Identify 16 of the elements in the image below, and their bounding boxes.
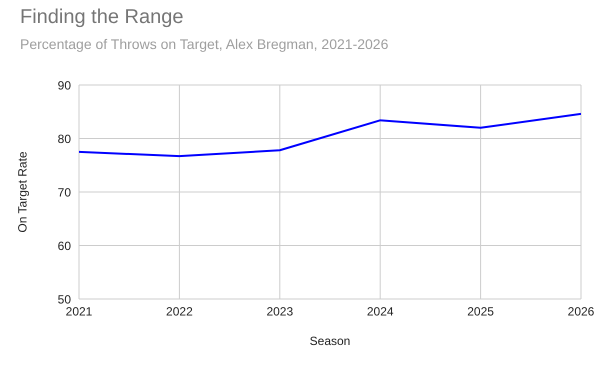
x-axis-title: Season — [310, 334, 350, 348]
y-tick-label: 70 — [58, 185, 72, 200]
y-tick-label: 50 — [58, 292, 72, 306]
x-tick-label: 2024 — [366, 304, 394, 319]
x-tick-label: 2025 — [467, 304, 494, 319]
y-tick-label: 80 — [58, 132, 72, 146]
y-axis-title: On Target Rate — [15, 151, 30, 233]
x-tick-label: 2026 — [568, 304, 595, 319]
line-series — [79, 112, 581, 158]
y-tick-label: 90 — [58, 78, 72, 92]
x-tick-label: 2023 — [266, 304, 294, 319]
chart-title: Finding the Range — [20, 6, 184, 29]
x-tick-label: 2021 — [66, 304, 93, 319]
y-tick-label: 60 — [58, 238, 72, 253]
chart-subtitle: Percentage of Throws on Target, Alex Bregman, 2021-2026 — [20, 36, 388, 52]
x-tick-label: 2022 — [166, 304, 194, 319]
